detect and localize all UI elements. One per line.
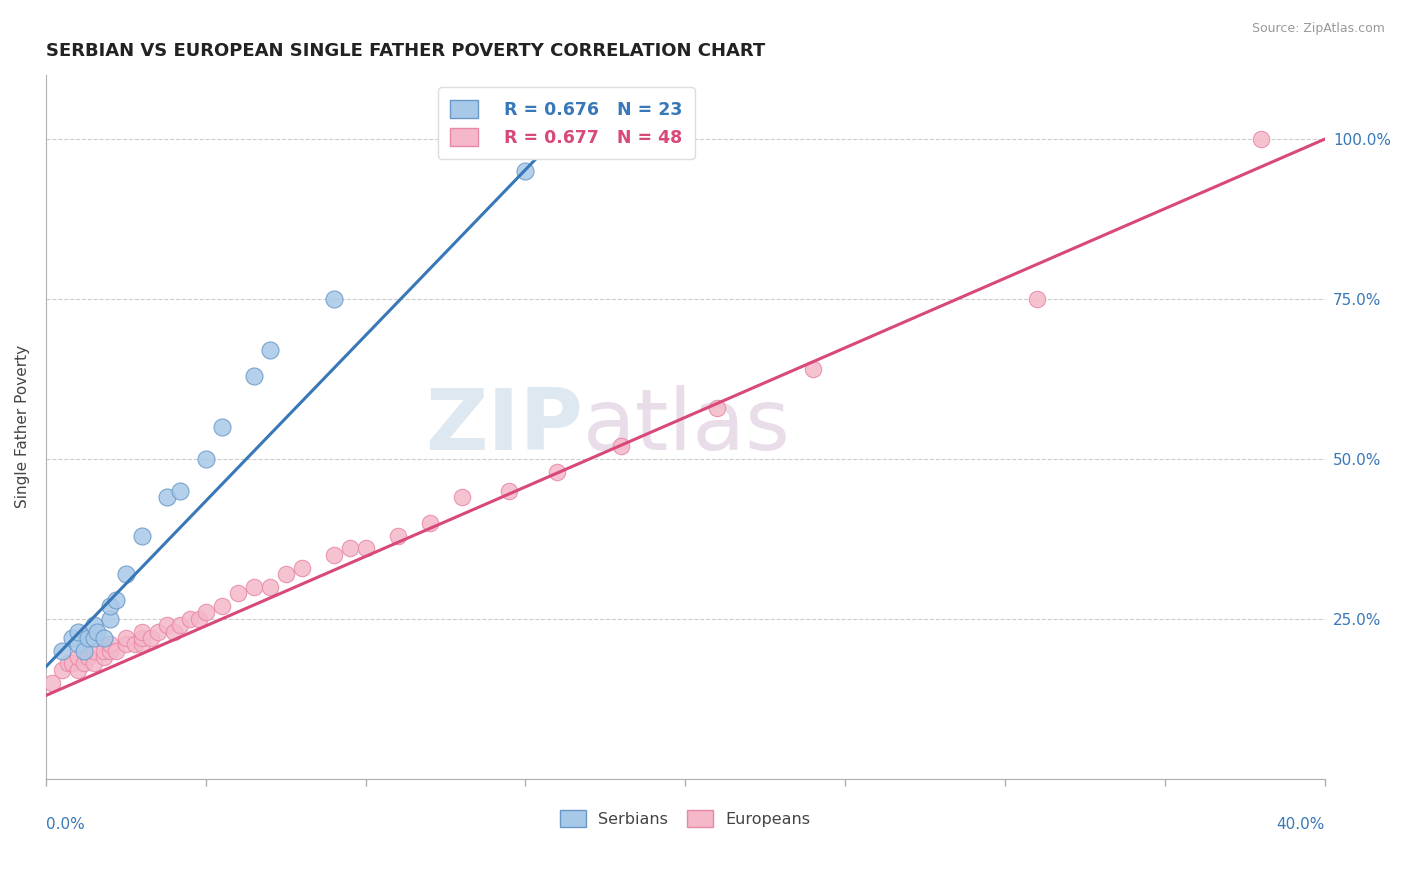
Point: [60, 631, 83, 645]
Point: [498, 483, 520, 498]
Point: [66, 650, 89, 665]
Point: [211, 599, 233, 613]
Point: [156, 490, 179, 504]
Text: Source: ZipAtlas.com: Source: ZipAtlas.com: [1251, 22, 1385, 36]
Point: [93, 643, 115, 657]
Point: [93, 631, 115, 645]
Point: [259, 343, 281, 358]
Point: [146, 624, 169, 639]
Point: [291, 560, 314, 574]
Text: ZIP: ZIP: [425, 385, 583, 468]
Text: 40.0%: 40.0%: [1277, 817, 1324, 832]
Point: [66, 624, 89, 639]
Text: SERBIAN VS EUROPEAN SINGLE FATHER POVERTY CORRELATION CHART: SERBIAN VS EUROPEAN SINGLE FATHER POVERT…: [46, 42, 765, 60]
Point: [515, 164, 537, 178]
Point: [163, 624, 186, 639]
Point: [98, 612, 121, 626]
Point: [105, 592, 128, 607]
Point: [188, 612, 211, 626]
Point: [93, 650, 115, 665]
Point: [274, 566, 297, 581]
Point: [419, 516, 441, 530]
Point: [450, 490, 472, 504]
Point: [60, 657, 83, 671]
Point: [51, 643, 73, 657]
Point: [387, 528, 409, 542]
Point: [706, 401, 728, 415]
Point: [51, 663, 73, 677]
Point: [169, 483, 191, 498]
Point: [242, 368, 264, 383]
Point: [76, 650, 98, 665]
Point: [131, 637, 153, 651]
Point: [156, 618, 179, 632]
Point: [83, 643, 105, 657]
Point: [66, 663, 89, 677]
Point: [179, 612, 201, 626]
Point: [322, 548, 344, 562]
Text: 0.0%: 0.0%: [46, 817, 84, 832]
Point: [83, 657, 105, 671]
Point: [124, 637, 146, 651]
Point: [41, 675, 63, 690]
Point: [105, 643, 128, 657]
Point: [115, 637, 138, 651]
Point: [801, 362, 824, 376]
Point: [226, 586, 249, 600]
Point: [115, 566, 138, 581]
Point: [546, 465, 568, 479]
Y-axis label: Single Father Poverty: Single Father Poverty: [15, 345, 30, 508]
Text: atlas: atlas: [583, 385, 792, 468]
Point: [169, 618, 191, 632]
Point: [86, 624, 108, 639]
Point: [66, 637, 89, 651]
Point: [194, 451, 217, 466]
Point: [83, 618, 105, 632]
Point: [131, 528, 153, 542]
Point: [610, 439, 633, 453]
Point: [73, 643, 96, 657]
Point: [354, 541, 377, 556]
Point: [339, 541, 361, 556]
Point: [259, 580, 281, 594]
Point: [73, 657, 96, 671]
Point: [322, 292, 344, 306]
Point: [83, 631, 105, 645]
Point: [98, 637, 121, 651]
Point: [1250, 132, 1272, 146]
Point: [58, 657, 80, 671]
Point: [211, 420, 233, 434]
Point: [76, 631, 98, 645]
Point: [242, 580, 264, 594]
Point: [98, 643, 121, 657]
Point: [1026, 292, 1049, 306]
Point: [115, 631, 138, 645]
Point: [194, 605, 217, 619]
Point: [98, 599, 121, 613]
Point: [131, 631, 153, 645]
Legend: Serbians, Europeans: Serbians, Europeans: [554, 804, 817, 834]
Point: [141, 631, 163, 645]
Point: [131, 624, 153, 639]
